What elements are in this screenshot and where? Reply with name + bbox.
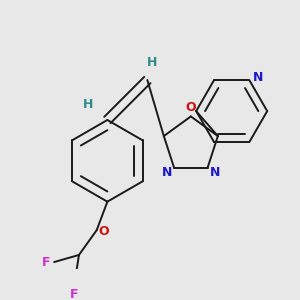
Text: O: O: [98, 225, 109, 239]
Text: N: N: [209, 166, 220, 179]
Text: N: N: [253, 71, 263, 84]
Text: H: H: [147, 56, 157, 69]
Text: N: N: [162, 166, 172, 179]
Text: F: F: [70, 287, 79, 300]
Text: O: O: [185, 101, 196, 114]
Text: H: H: [83, 98, 93, 110]
Text: F: F: [42, 256, 50, 268]
